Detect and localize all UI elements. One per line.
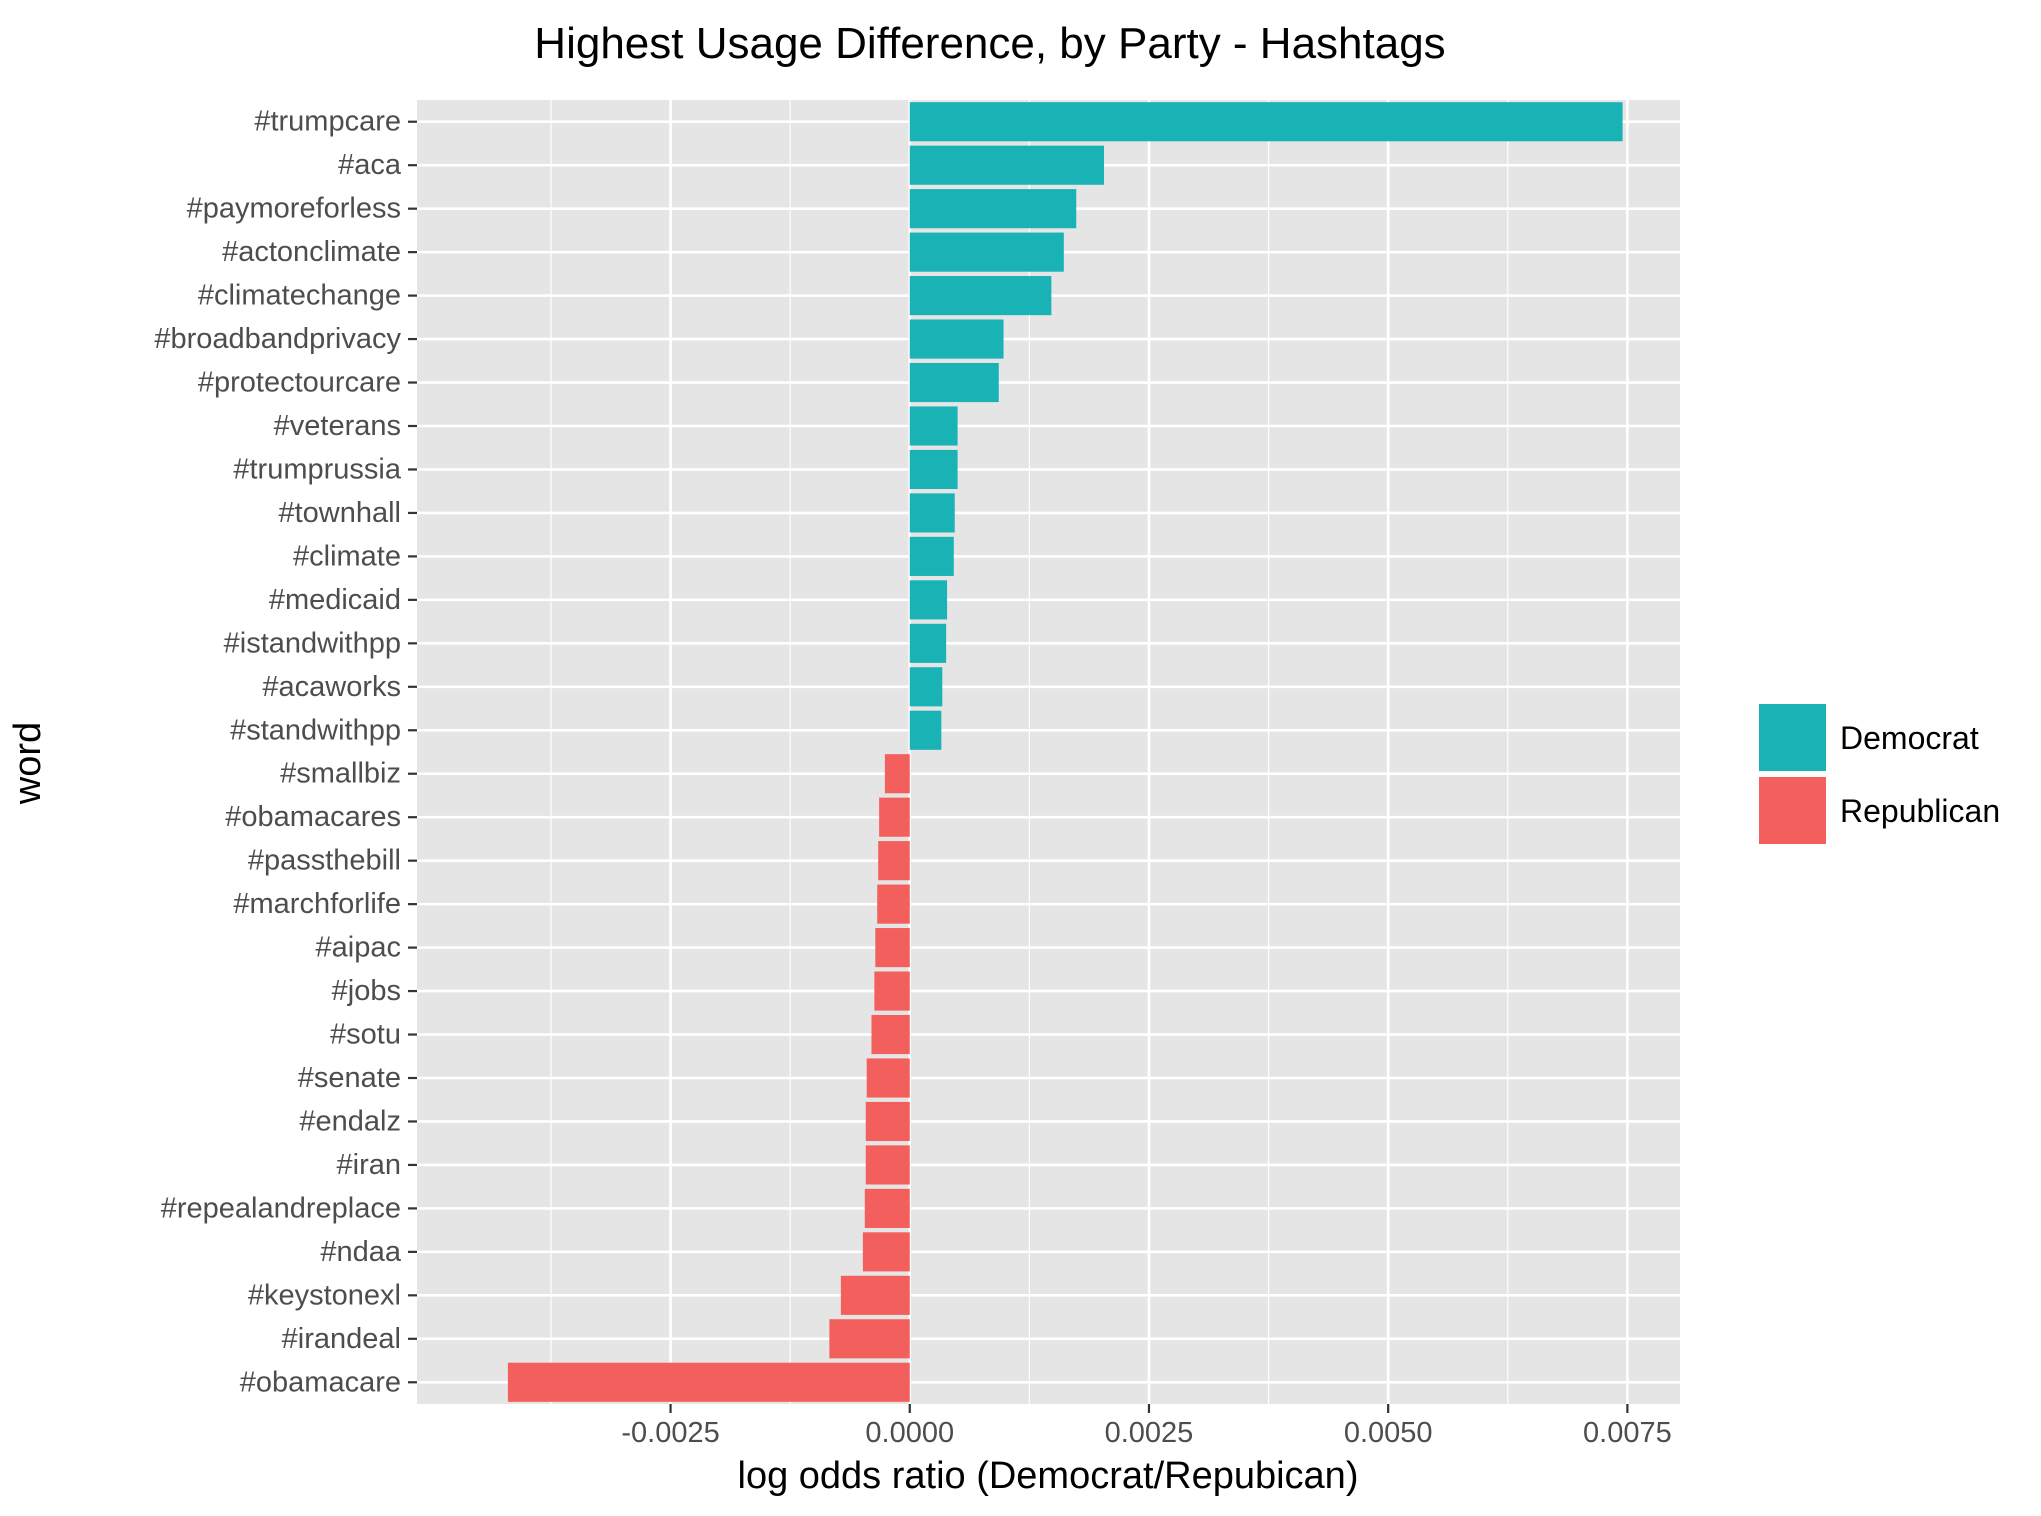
y-tick-label: #obamacare — [240, 1366, 401, 1398]
y-tick-label: #istandwithpp — [224, 627, 401, 659]
bar — [909, 145, 1104, 185]
bar — [879, 797, 910, 837]
legend: Democrat Republican — [1759, 704, 2000, 844]
y-axis-title: word — [7, 722, 49, 805]
y-tick-label: #aca — [338, 149, 402, 181]
y-tick-label: #sotu — [330, 1019, 401, 1051]
y-tick-label: #trumprussia — [233, 453, 401, 485]
y-tick-label: #jobs — [332, 975, 401, 1007]
y-tick-label: #marchforlife — [233, 888, 401, 920]
bar — [909, 536, 954, 576]
bar — [507, 1362, 910, 1402]
bar — [909, 580, 948, 620]
bar — [909, 406, 958, 446]
x-tick-label: 0.0000 — [865, 1417, 954, 1449]
y-tick-label: #protectourcare — [198, 367, 401, 399]
bar — [884, 754, 910, 794]
bar — [874, 971, 910, 1011]
y-tick-label: #senate — [298, 1062, 401, 1094]
y-axis: #trumpcare #aca #paymoreforless #actonclima… — [154, 106, 417, 1398]
bar — [878, 841, 910, 881]
x-axis-title: log odds ratio (Democrat/Repubican) — [738, 1455, 1359, 1497]
y-tick-label: #townhall — [278, 497, 401, 529]
bar — [909, 493, 955, 533]
bar — [909, 362, 999, 403]
legend-key — [1759, 777, 1826, 844]
x-axis: -0.0025 0.0000 0.0025 0.0050 0.0075 — [621, 1404, 1672, 1449]
y-tick-label: #trumpcare — [254, 106, 401, 138]
y-tick-label: #endalz — [299, 1105, 401, 1137]
bar — [909, 232, 1064, 272]
bar — [909, 319, 1004, 359]
y-tick-label: #aipac — [316, 932, 401, 964]
bar — [909, 667, 943, 707]
bar — [875, 928, 910, 968]
y-tick-label: #repealandreplace — [161, 1192, 401, 1224]
bar — [829, 1319, 910, 1359]
bar — [909, 623, 947, 663]
y-tick-label: #irandeal — [282, 1323, 401, 1355]
x-tick-label: 0.0075 — [1583, 1417, 1672, 1449]
plot-panel — [417, 100, 1680, 1404]
bar — [877, 884, 910, 924]
bar — [865, 1145, 910, 1185]
y-tick-label: #standwithpp — [230, 714, 401, 746]
legend-label: Republican — [1840, 793, 2000, 829]
y-tick-label: #climate — [293, 540, 401, 572]
bar — [862, 1232, 910, 1272]
bar — [909, 710, 942, 750]
chart-title: Highest Usage Difference, by Party - Has… — [534, 19, 1445, 68]
y-tick-label: #paymoreforless — [187, 193, 401, 225]
bar — [871, 1014, 910, 1055]
bar — [909, 189, 1077, 229]
y-tick-label: #smallbiz — [280, 758, 401, 790]
y-tick-label: #veterans — [274, 410, 401, 442]
legend-label: Democrat — [1840, 720, 1979, 756]
bar — [840, 1275, 910, 1315]
y-tick-label: #actonclimate — [222, 236, 401, 268]
x-tick-label: -0.0025 — [621, 1417, 719, 1449]
y-tick-label: #broadbandprivacy — [154, 323, 401, 355]
y-tick-label: #obamacares — [225, 801, 401, 833]
bars — [507, 102, 1623, 1402]
y-tick-label: #keystonexl — [248, 1279, 401, 1311]
bar — [866, 1058, 910, 1098]
x-tick-label: 0.0050 — [1344, 1417, 1433, 1449]
y-tick-label: #ndaa — [320, 1236, 402, 1268]
bar — [865, 1101, 910, 1142]
x-tick-label: 0.0025 — [1105, 1417, 1194, 1449]
legend-key — [1759, 704, 1826, 771]
y-tick-label: #medicaid — [269, 584, 401, 616]
y-tick-label: #climatechange — [198, 280, 401, 312]
y-tick-label: #iran — [337, 1149, 402, 1181]
y-tick-label: #passthebill — [248, 845, 401, 877]
bar — [909, 102, 1623, 142]
y-tick-label: #acaworks — [262, 671, 401, 703]
bar — [909, 449, 958, 490]
bar — [864, 1188, 910, 1228]
bar — [909, 276, 1052, 316]
